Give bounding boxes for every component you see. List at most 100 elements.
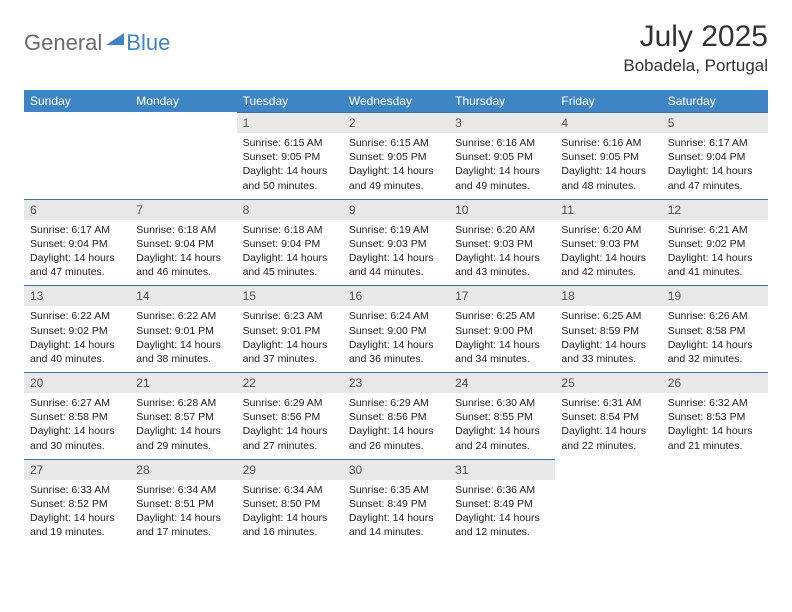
day-number: 3 (449, 112, 555, 133)
header: General Blue July 2025 Bobadela, Portuga… (24, 20, 768, 76)
day-number: 18 (555, 285, 661, 306)
calendar-cell: 26Sunrise: 6:32 AMSunset: 8:53 PMDayligh… (662, 372, 768, 459)
day-number: 1 (237, 112, 343, 133)
day-number: 2 (343, 112, 449, 133)
day-number: 21 (130, 372, 236, 393)
day-content: Sunrise: 6:24 AMSunset: 9:00 PMDaylight:… (343, 306, 449, 372)
calendar-week-row: 1Sunrise: 6:15 AMSunset: 9:05 PMDaylight… (24, 112, 768, 199)
calendar-cell: 20Sunrise: 6:27 AMSunset: 8:58 PMDayligh… (24, 372, 130, 459)
day-content: Sunrise: 6:22 AMSunset: 9:01 PMDaylight:… (130, 306, 236, 372)
calendar-cell: 25Sunrise: 6:31 AMSunset: 8:54 PMDayligh… (555, 372, 661, 459)
day-content: Sunrise: 6:15 AMSunset: 9:05 PMDaylight:… (237, 133, 343, 199)
day-header: Saturday (662, 90, 768, 112)
calendar-table: SundayMondayTuesdayWednesdayThursdayFrid… (24, 90, 768, 545)
calendar-week-row: 27Sunrise: 6:33 AMSunset: 8:52 PMDayligh… (24, 459, 768, 546)
day-header: Sunday (24, 90, 130, 112)
day-header: Friday (555, 90, 661, 112)
calendar-week-row: 13Sunrise: 6:22 AMSunset: 9:02 PMDayligh… (24, 285, 768, 372)
day-content: Sunrise: 6:15 AMSunset: 9:05 PMDaylight:… (343, 133, 449, 199)
day-content: Sunrise: 6:26 AMSunset: 8:58 PMDaylight:… (662, 306, 768, 372)
calendar-cell: 27Sunrise: 6:33 AMSunset: 8:52 PMDayligh… (24, 459, 130, 546)
logo-triangle-icon (106, 31, 124, 50)
day-content: Sunrise: 6:18 AMSunset: 9:04 PMDaylight:… (237, 220, 343, 286)
day-content: Sunrise: 6:29 AMSunset: 8:56 PMDaylight:… (343, 393, 449, 459)
calendar-cell: 18Sunrise: 6:25 AMSunset: 8:59 PMDayligh… (555, 285, 661, 372)
day-number: 6 (24, 199, 130, 220)
calendar-cell: 11Sunrise: 6:20 AMSunset: 9:03 PMDayligh… (555, 199, 661, 286)
calendar-cell: 28Sunrise: 6:34 AMSunset: 8:51 PMDayligh… (130, 459, 236, 546)
calendar-cell: 4Sunrise: 6:16 AMSunset: 9:05 PMDaylight… (555, 112, 661, 199)
day-content: Sunrise: 6:17 AMSunset: 9:04 PMDaylight:… (662, 133, 768, 199)
calendar-cell: 21Sunrise: 6:28 AMSunset: 8:57 PMDayligh… (130, 372, 236, 459)
day-number: 20 (24, 372, 130, 393)
calendar-cell: 23Sunrise: 6:29 AMSunset: 8:56 PMDayligh… (343, 372, 449, 459)
day-number: 10 (449, 199, 555, 220)
day-content: Sunrise: 6:33 AMSunset: 8:52 PMDaylight:… (24, 480, 130, 546)
day-content: Sunrise: 6:25 AMSunset: 8:59 PMDaylight:… (555, 306, 661, 372)
day-content: Sunrise: 6:19 AMSunset: 9:03 PMDaylight:… (343, 220, 449, 286)
day-number: 9 (343, 199, 449, 220)
day-content: Sunrise: 6:30 AMSunset: 8:55 PMDaylight:… (449, 393, 555, 459)
day-number: 23 (343, 372, 449, 393)
calendar-cell: 16Sunrise: 6:24 AMSunset: 9:00 PMDayligh… (343, 285, 449, 372)
calendar-cell: 17Sunrise: 6:25 AMSunset: 9:00 PMDayligh… (449, 285, 555, 372)
day-number: 5 (662, 112, 768, 133)
calendar-cell (130, 112, 236, 199)
day-content: Sunrise: 6:16 AMSunset: 9:05 PMDaylight:… (449, 133, 555, 199)
day-number: 16 (343, 285, 449, 306)
calendar-cell (662, 459, 768, 546)
day-content: Sunrise: 6:34 AMSunset: 8:51 PMDaylight:… (130, 480, 236, 546)
logo-text-general: General (24, 30, 102, 56)
day-number: 27 (24, 459, 130, 480)
calendar-cell: 3Sunrise: 6:16 AMSunset: 9:05 PMDaylight… (449, 112, 555, 199)
day-number: 24 (449, 372, 555, 393)
day-content: Sunrise: 6:31 AMSunset: 8:54 PMDaylight:… (555, 393, 661, 459)
calendar-week-row: 20Sunrise: 6:27 AMSunset: 8:58 PMDayligh… (24, 372, 768, 459)
day-number: 13 (24, 285, 130, 306)
day-header: Monday (130, 90, 236, 112)
day-content: Sunrise: 6:32 AMSunset: 8:53 PMDaylight:… (662, 393, 768, 459)
day-number: 15 (237, 285, 343, 306)
calendar-cell: 15Sunrise: 6:23 AMSunset: 9:01 PMDayligh… (237, 285, 343, 372)
calendar-week-row: 6Sunrise: 6:17 AMSunset: 9:04 PMDaylight… (24, 199, 768, 286)
day-content: Sunrise: 6:18 AMSunset: 9:04 PMDaylight:… (130, 220, 236, 286)
calendar-cell (555, 459, 661, 546)
logo-text-blue: Blue (126, 30, 170, 56)
day-content: Sunrise: 6:23 AMSunset: 9:01 PMDaylight:… (237, 306, 343, 372)
day-content: Sunrise: 6:28 AMSunset: 8:57 PMDaylight:… (130, 393, 236, 459)
day-content: Sunrise: 6:36 AMSunset: 8:49 PMDaylight:… (449, 480, 555, 546)
calendar-cell: 14Sunrise: 6:22 AMSunset: 9:01 PMDayligh… (130, 285, 236, 372)
calendar-cell: 1Sunrise: 6:15 AMSunset: 9:05 PMDaylight… (237, 112, 343, 199)
calendar-cell (24, 112, 130, 199)
day-content: Sunrise: 6:16 AMSunset: 9:05 PMDaylight:… (555, 133, 661, 199)
location: Bobadela, Portugal (623, 56, 768, 76)
calendar-cell: 6Sunrise: 6:17 AMSunset: 9:04 PMDaylight… (24, 199, 130, 286)
day-content: Sunrise: 6:34 AMSunset: 8:50 PMDaylight:… (237, 480, 343, 546)
title-block: July 2025 Bobadela, Portugal (623, 20, 768, 76)
day-number: 4 (555, 112, 661, 133)
calendar-cell: 30Sunrise: 6:35 AMSunset: 8:49 PMDayligh… (343, 459, 449, 546)
day-content: Sunrise: 6:27 AMSunset: 8:58 PMDaylight:… (24, 393, 130, 459)
day-content: Sunrise: 6:35 AMSunset: 8:49 PMDaylight:… (343, 480, 449, 546)
calendar-cell: 9Sunrise: 6:19 AMSunset: 9:03 PMDaylight… (343, 199, 449, 286)
day-content: Sunrise: 6:22 AMSunset: 9:02 PMDaylight:… (24, 306, 130, 372)
day-content: Sunrise: 6:17 AMSunset: 9:04 PMDaylight:… (24, 220, 130, 286)
day-number: 29 (237, 459, 343, 480)
calendar-header-row: SundayMondayTuesdayWednesdayThursdayFrid… (24, 90, 768, 112)
calendar-cell: 12Sunrise: 6:21 AMSunset: 9:02 PMDayligh… (662, 199, 768, 286)
day-content: Sunrise: 6:25 AMSunset: 9:00 PMDaylight:… (449, 306, 555, 372)
day-number: 12 (662, 199, 768, 220)
day-content: Sunrise: 6:20 AMSunset: 9:03 PMDaylight:… (449, 220, 555, 286)
day-number: 22 (237, 372, 343, 393)
day-number: 7 (130, 199, 236, 220)
day-header: Thursday (449, 90, 555, 112)
day-number: 19 (662, 285, 768, 306)
day-content: Sunrise: 6:20 AMSunset: 9:03 PMDaylight:… (555, 220, 661, 286)
day-number: 28 (130, 459, 236, 480)
day-content: Sunrise: 6:29 AMSunset: 8:56 PMDaylight:… (237, 393, 343, 459)
calendar-cell: 2Sunrise: 6:15 AMSunset: 9:05 PMDaylight… (343, 112, 449, 199)
calendar-cell: 10Sunrise: 6:20 AMSunset: 9:03 PMDayligh… (449, 199, 555, 286)
month-title: July 2025 (623, 20, 768, 54)
day-header: Tuesday (237, 90, 343, 112)
day-number: 26 (662, 372, 768, 393)
